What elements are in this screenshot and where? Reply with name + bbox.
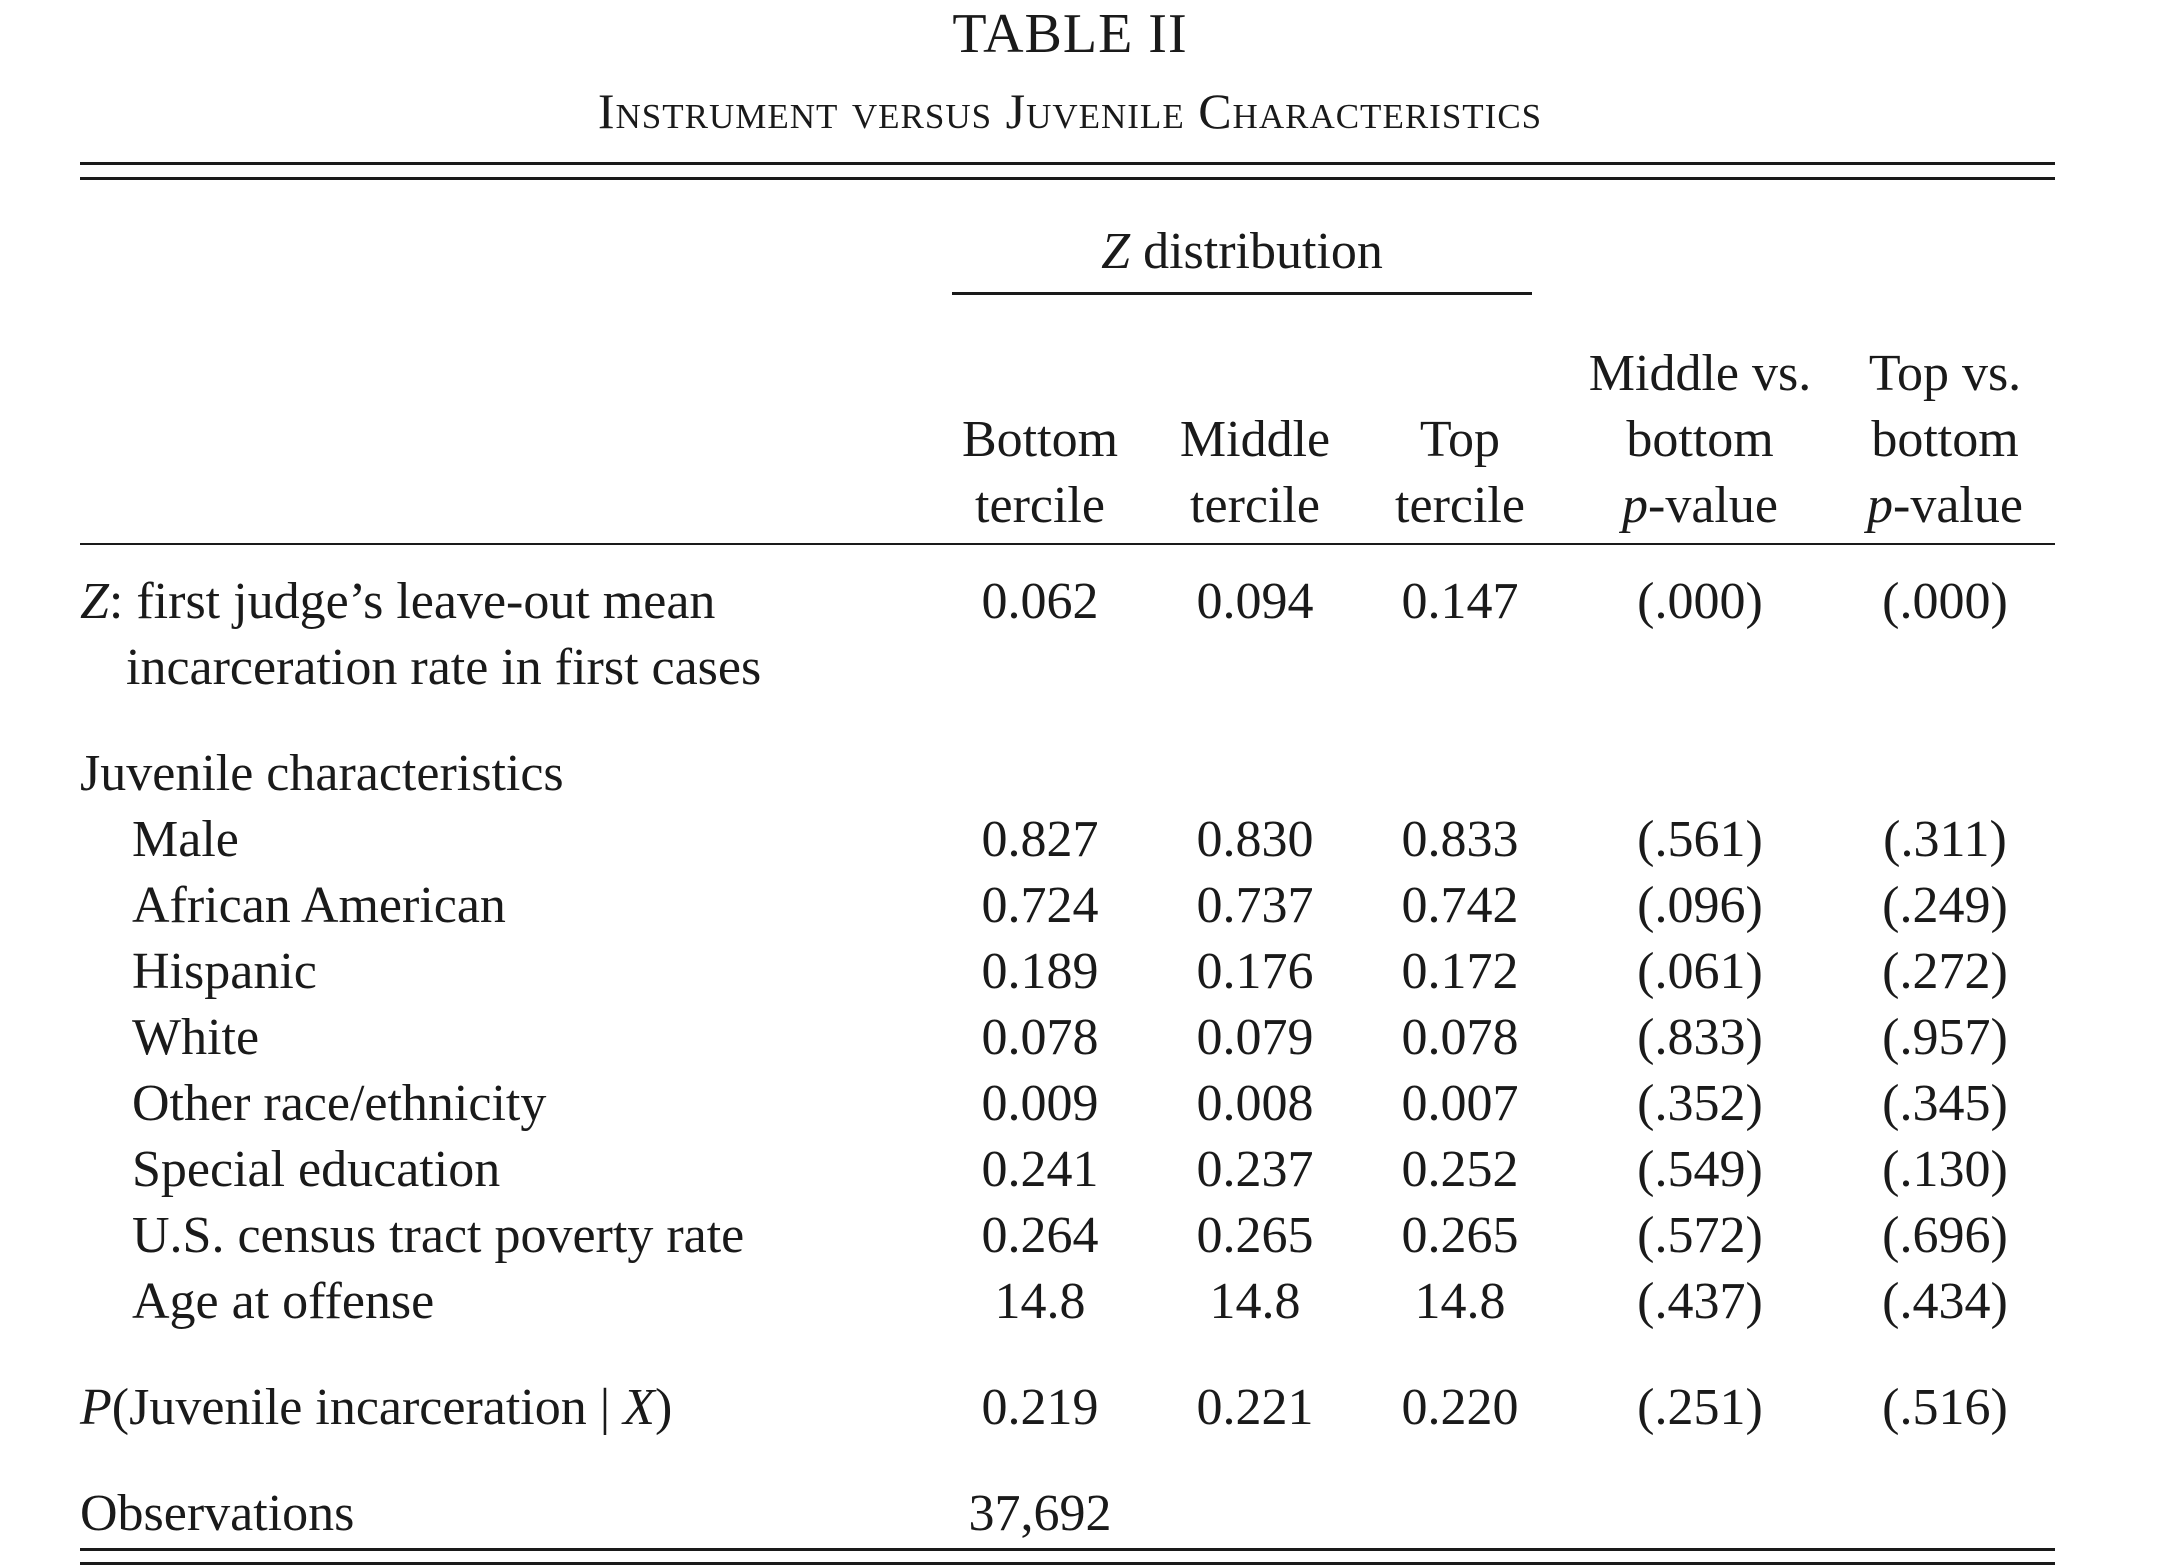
cell-middle-tercile: 0.008 <box>1196 1075 1314 1132</box>
cell-top-tercile: 0.833 <box>1401 811 1519 868</box>
cell-top-tercile: 14.8 <box>1414 1273 1506 1330</box>
col-header-line3: tercile <box>1190 477 1320 534</box>
z-label-rest: : first judge’s leave-out mean <box>108 573 716 630</box>
row-label: Age at offense <box>132 1273 435 1330</box>
cell-middle-tercile: 0.830 <box>1196 811 1314 868</box>
cell-middle-vs-bottom: (.061) <box>1637 943 1763 1000</box>
cell-middle-vs-bottom: (.000) <box>1637 573 1763 630</box>
cell-bottom-tercile: 0.219 <box>981 1379 1099 1436</box>
row-label: Male <box>132 811 239 868</box>
cell-bottom-tercile: 0.189 <box>981 943 1099 1000</box>
cell-top-vs-bottom: (.130) <box>1882 1141 2008 1198</box>
cell-middle-vs-bottom: (.096) <box>1637 877 1763 934</box>
z-var: Z <box>80 573 109 630</box>
cell-middle-tercile: 0.265 <box>1196 1207 1314 1264</box>
cell-middle-tercile: 0.094 <box>1196 573 1314 630</box>
p-italic: p <box>1622 477 1649 534</box>
cell-middle-vs-bottom: (.833) <box>1637 1009 1763 1066</box>
row-label: Special education <box>132 1141 501 1198</box>
cell-top-tercile: 0.078 <box>1401 1009 1519 1066</box>
col-header-line3: tercile <box>1395 477 1525 534</box>
col-header-line3: p-value <box>1560 480 1840 532</box>
spanner-rule <box>952 292 1532 295</box>
row-label: White <box>132 1009 260 1066</box>
p-label-mid: (Juvenile incarceration | <box>111 1379 624 1436</box>
x-var: X <box>623 1379 655 1436</box>
cell-middle-tercile: 0.737 <box>1196 877 1314 934</box>
cell-middle-vs-bottom: (.352) <box>1637 1075 1763 1132</box>
spanner-label: distribution <box>1143 223 1383 280</box>
col-header-line1: Top vs. <box>1868 345 2022 402</box>
cell-top-vs-bottom: (.345) <box>1882 1075 2008 1132</box>
col-header-line2: Middle <box>1179 411 1331 468</box>
p-label-end: ) <box>654 1379 673 1436</box>
cell-top-vs-bottom: (.311) <box>1883 811 2007 868</box>
cell-middle-tercile: 0.221 <box>1196 1379 1314 1436</box>
cell-middle-vs-bottom: (.549) <box>1637 1141 1763 1198</box>
cell-bottom-tercile: 0.264 <box>981 1207 1099 1264</box>
section-header: Juvenile characteristics <box>80 745 564 802</box>
col-header-line2: bottom <box>1871 411 2019 468</box>
cell-middle-vs-bottom: (.572) <box>1637 1207 1763 1264</box>
row-label-line2: incarceration rate in first cases <box>126 639 762 696</box>
cell-middle-tercile: 0.079 <box>1196 1009 1314 1066</box>
cell-bottom-tercile: 0.078 <box>981 1009 1099 1066</box>
cell-top-vs-bottom: (.272) <box>1882 943 2008 1000</box>
row-label: U.S. census tract poverty rate <box>132 1207 745 1264</box>
cell-middle-vs-bottom: (.251) <box>1637 1379 1763 1436</box>
top-rule-1 <box>80 162 2055 165</box>
row-label: P(Juvenile incarceration | X) <box>80 1382 672 1434</box>
row-label: Hispanic <box>132 943 317 1000</box>
col-header-line2: bottom <box>1626 411 1774 468</box>
row-label: Z: first judge’s leave-out mean <box>80 576 715 628</box>
p-italic: p <box>1867 477 1894 534</box>
cell-top-vs-bottom: (.434) <box>1882 1273 2008 1330</box>
top-rule-2 <box>80 177 2055 180</box>
cell-middle-vs-bottom: (.437) <box>1637 1273 1763 1330</box>
cell-top-vs-bottom: (.249) <box>1882 877 2008 934</box>
spanner-z: Z <box>1101 223 1131 280</box>
header-rule <box>80 543 2055 545</box>
col-header-line1: Middle vs. <box>1588 345 1812 402</box>
cell-bottom-tercile: 0.241 <box>981 1141 1099 1198</box>
row-label: Observations <box>80 1485 355 1542</box>
cell-middle-tercile: 0.176 <box>1196 943 1314 1000</box>
row-label: African American <box>132 877 506 934</box>
cell-bottom-tercile: 0.062 <box>981 573 1099 630</box>
cell-bottom-tercile: 0.009 <box>981 1075 1099 1132</box>
cell-middle-tercile: 14.8 <box>1209 1273 1301 1330</box>
p-suffix: -value <box>1893 477 2023 534</box>
col-header-line2: Top <box>1419 411 1501 468</box>
observations-value: 37,692 <box>968 1485 1112 1542</box>
cell-middle-tercile: 0.237 <box>1196 1141 1314 1198</box>
col-header-line2: Bottom <box>961 411 1119 468</box>
bottom-rule-2 <box>80 1562 2055 1565</box>
cell-bottom-tercile: 0.724 <box>981 877 1099 934</box>
table-title: Instrument versus Juvenile Characteristi… <box>597 83 1543 139</box>
cell-top-vs-bottom: (.957) <box>1882 1009 2008 1066</box>
cell-top-tercile: 0.265 <box>1401 1207 1519 1264</box>
cell-top-vs-bottom: (.516) <box>1882 1379 2008 1436</box>
cell-middle-vs-bottom: (.561) <box>1637 811 1763 868</box>
col-header-line3: tercile <box>975 477 1105 534</box>
cell-top-tercile: 0.252 <box>1401 1141 1519 1198</box>
cell-top-tercile: 0.172 <box>1401 943 1519 1000</box>
table-number: TABLE II <box>952 3 1188 65</box>
cell-top-tercile: 0.007 <box>1401 1075 1519 1132</box>
col-header-line3: p-value <box>1845 480 2045 532</box>
cell-bottom-tercile: 0.827 <box>981 811 1099 868</box>
spanner-header: Z distribution <box>952 226 1532 278</box>
cell-top-tercile: 0.742 <box>1401 877 1519 934</box>
cell-top-tercile: 0.220 <box>1401 1379 1519 1436</box>
cell-top-vs-bottom: (.696) <box>1882 1207 2008 1264</box>
row-label: Other race/ethnicity <box>132 1075 547 1132</box>
cell-top-tercile: 0.147 <box>1401 573 1519 630</box>
cell-top-vs-bottom: (.000) <box>1882 573 2008 630</box>
p-suffix: -value <box>1648 477 1778 534</box>
p-var: P <box>80 1379 112 1436</box>
bottom-rule-1 <box>80 1548 2055 1551</box>
cell-bottom-tercile: 14.8 <box>994 1273 1086 1330</box>
